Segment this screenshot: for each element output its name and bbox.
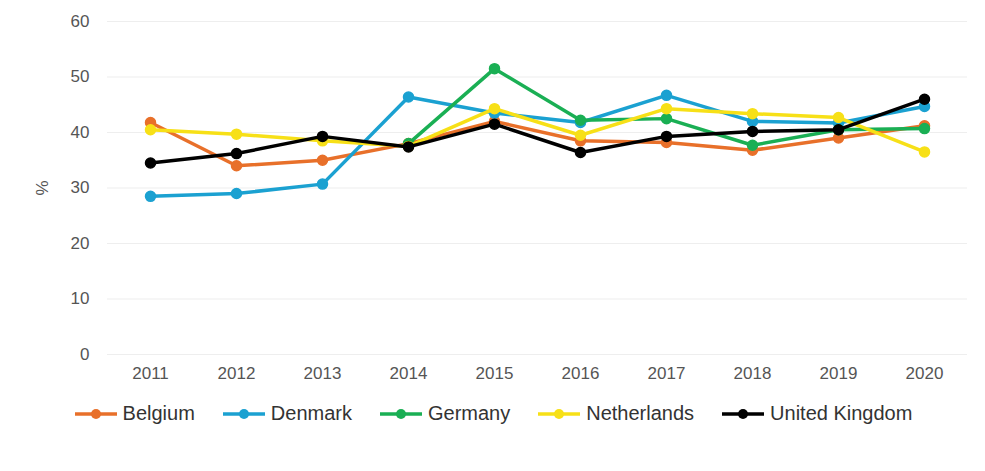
svg-text:50: 50 bbox=[71, 67, 90, 86]
svg-text:2012: 2012 bbox=[218, 364, 256, 383]
svg-text:2018: 2018 bbox=[734, 364, 772, 383]
svg-text:60: 60 bbox=[71, 12, 90, 31]
svg-text:30: 30 bbox=[71, 178, 90, 197]
svg-text:0: 0 bbox=[80, 345, 89, 364]
svg-text:40: 40 bbox=[71, 123, 90, 142]
html-text:Denmark: Denmark bbox=[270, 402, 352, 424]
svg-text:2020: 2020 bbox=[906, 364, 944, 383]
svg-text:2016: 2016 bbox=[562, 364, 600, 383]
svg-text:2017: 2017 bbox=[648, 364, 686, 383]
svg-text:2013: 2013 bbox=[304, 364, 342, 383]
svg-text:%: % bbox=[33, 180, 52, 195]
svg-text:2019: 2019 bbox=[820, 364, 858, 383]
html-text:United Kingdom: United Kingdom bbox=[770, 402, 913, 424]
svg-text:20: 20 bbox=[71, 234, 90, 253]
html-text:Netherlands: Netherlands bbox=[586, 402, 695, 424]
html-text:Germany: Germany bbox=[428, 402, 511, 424]
svg-text:10: 10 bbox=[71, 289, 90, 308]
html-text:Belgium: Belgium bbox=[122, 402, 195, 424]
svg-text:2011: 2011 bbox=[132, 364, 169, 383]
svg-text:2014: 2014 bbox=[390, 364, 428, 383]
svg-text:2015: 2015 bbox=[476, 364, 514, 383]
